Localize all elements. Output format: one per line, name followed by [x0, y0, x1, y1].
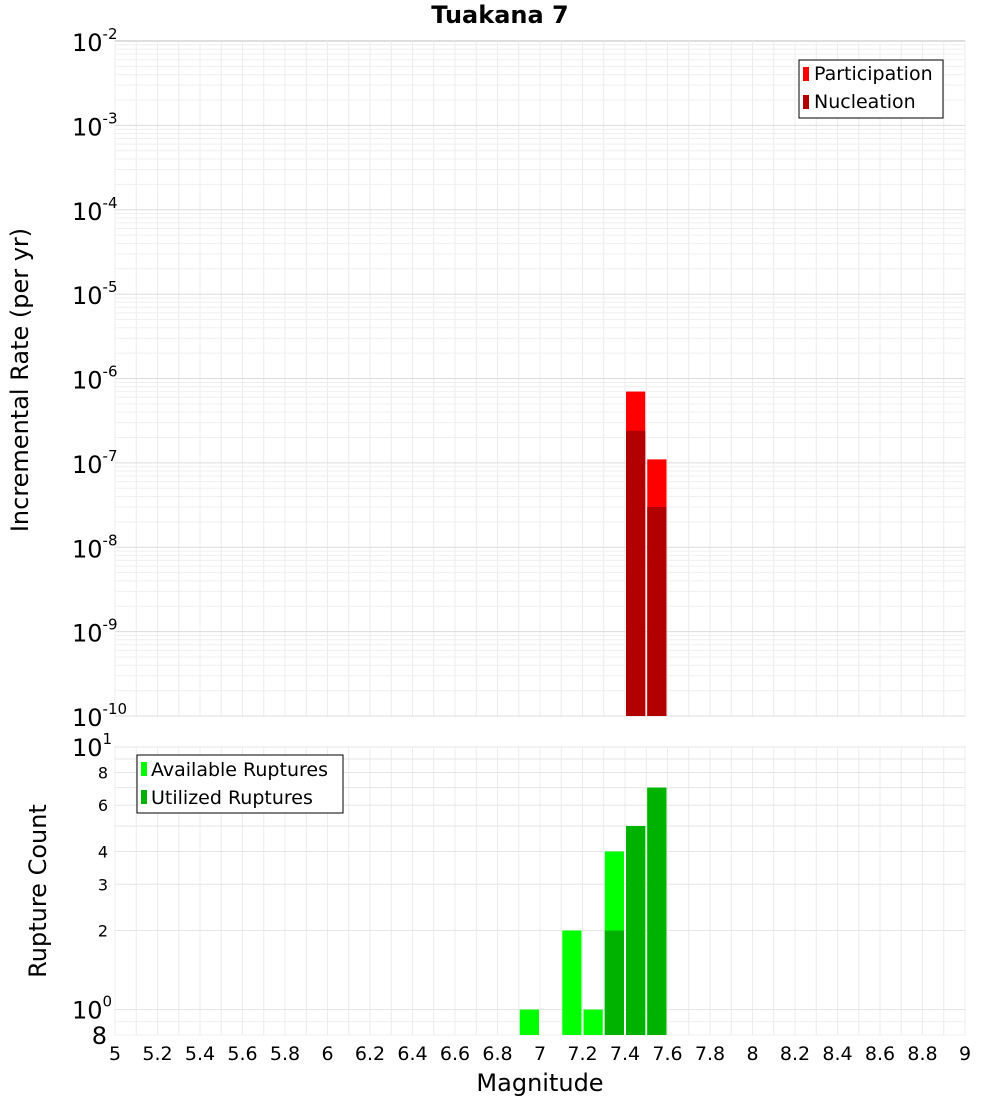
top-y-tick-base: 10: [72, 451, 103, 479]
bar-available: [562, 930, 582, 1035]
chart-title: Tuakana 7: [431, 1, 569, 29]
x-axis-title: Magnitude: [476, 1069, 603, 1097]
top-y-tick-base: 10: [72, 704, 103, 732]
x-tick-label: 7.2: [567, 1043, 597, 1065]
x-tick-label: 5.4: [185, 1043, 215, 1065]
top-y-tick-label: 10-9: [72, 616, 118, 648]
bottom-y-power-tick: 101: [72, 730, 112, 762]
bottom-y-tick-label: 2: [98, 922, 108, 941]
top-plot: 10-210-310-410-510-610-710-810-910-10 In…: [6, 25, 966, 732]
bottom-y-tick-label: 8: [98, 763, 108, 782]
bottom-bars: [519, 787, 667, 1035]
top-y-tick-base: 10: [72, 367, 103, 395]
legend-swatch-participation: [803, 67, 809, 81]
bottom-y-power-base: 10: [72, 734, 103, 762]
top-y-tick-label: 10-7: [72, 447, 118, 479]
top-y-tick-label: 10-2: [72, 25, 118, 57]
top-y-tick-exponent: -4: [103, 194, 118, 212]
top-y-axis-title: Incremental Rate (per yr): [6, 228, 34, 532]
bottom-y-power-tick: 100: [72, 993, 112, 1025]
x-tick-label: 5: [109, 1043, 121, 1065]
legend-swatch-available: [141, 762, 147, 776]
legend-label-participation: Participation: [814, 63, 933, 85]
x-tick-label: 8.4: [822, 1043, 852, 1065]
bar-utilized: [626, 826, 646, 1035]
bar-available: [519, 1009, 539, 1035]
top-y-tick-exponent: -10: [103, 700, 128, 718]
top-legend: Participation Nucleation: [798, 59, 944, 119]
x-tick-label: 6.2: [355, 1043, 385, 1065]
top-y-tick-base: 10: [72, 282, 103, 310]
top-grid: [114, 41, 966, 717]
x-tick-label: 7: [534, 1043, 546, 1065]
bottom-y-tick-label: 8: [92, 1022, 107, 1050]
x-tick-label: 6.4: [397, 1043, 427, 1065]
top-y-tick-exponent: -6: [103, 363, 118, 381]
top-y-tick-base: 10: [72, 113, 103, 141]
legend-label-available: Available Ruptures: [151, 759, 328, 781]
x-tick-label: 9: [959, 1043, 971, 1065]
bottom-y-tick-label: 6: [98, 796, 108, 815]
top-legend-box: [798, 59, 944, 119]
bar-utilized: [604, 930, 624, 1035]
bottom-legend: Available Ruptures Utilized Ruptures: [136, 754, 344, 814]
bottom-legend-box: [136, 754, 344, 814]
x-ticks: 5 5.2 5.4 5.6 5.8 6 6.2 6.4 6.6 6.8 7 7.2 7.4 7.6 7.8 8…: [109, 1043, 971, 1065]
x-tick-label: 8.8: [907, 1043, 937, 1065]
top-y-tick-exponent: -8: [103, 531, 118, 549]
legend-label-utilized: Utilized Ruptures: [151, 787, 313, 809]
bar-available: [583, 1009, 603, 1035]
top-y-tick-exponent: -5: [103, 278, 118, 296]
top-y-tick-label: 10-6: [72, 363, 118, 395]
x-tick-label: 8.6: [865, 1043, 895, 1065]
top-y-tick-exponent: -3: [103, 109, 118, 127]
bar-nucleation: [626, 430, 646, 716]
top-y-ticks: 10-210-310-410-510-610-710-810-910-10: [72, 25, 127, 732]
bottom-y-power-exponent: 0: [103, 993, 113, 1011]
x-tick-label: 7.8: [695, 1043, 725, 1065]
bottom-y-power-exponent: 1: [103, 730, 113, 748]
bar-nucleation: [647, 506, 667, 716]
bottom-y-tick-label: 4: [98, 842, 108, 861]
bottom-y-axis-title: Rupture Count: [24, 804, 52, 978]
x-tick-label: 7.6: [652, 1043, 682, 1065]
top-y-tick-exponent: -7: [103, 447, 118, 465]
top-bars: [626, 391, 667, 716]
top-y-tick-label: 10-3: [72, 109, 118, 141]
top-y-tick-label: 10-8: [72, 531, 118, 563]
bottom-y-power-base: 10: [72, 997, 103, 1025]
legend-swatch-utilized: [141, 790, 147, 804]
top-y-tick-base: 10: [72, 198, 103, 226]
top-y-tick-label: 10-4: [72, 194, 118, 226]
top-y-tick-base: 10: [72, 535, 103, 563]
x-tick-label: 8: [746, 1043, 758, 1065]
bottom-y-tick-label: 3: [98, 875, 108, 894]
top-y-tick-base: 10: [72, 29, 103, 57]
top-y-tick-exponent: -9: [103, 616, 118, 634]
x-tick-label: 5.8: [270, 1043, 300, 1065]
top-y-tick-label: 10-10: [72, 700, 127, 732]
legend-swatch-nucleation: [803, 95, 809, 109]
x-tick-label: 8.2: [780, 1043, 810, 1065]
bar-utilized: [647, 787, 667, 1035]
top-y-tick-exponent: -2: [103, 25, 118, 43]
x-tick-label: 5.2: [142, 1043, 172, 1065]
x-tick-label: 7.4: [610, 1043, 640, 1065]
legend-label-nucleation: Nucleation: [814, 91, 916, 113]
x-tick-label: 6.8: [482, 1043, 512, 1065]
x-tick-label: 6.6: [440, 1043, 470, 1065]
x-tick-label: 5.6: [227, 1043, 257, 1065]
top-y-tick-label: 10-5: [72, 278, 118, 310]
top-y-tick-base: 10: [72, 620, 103, 648]
x-tick-label: 6: [321, 1043, 333, 1065]
